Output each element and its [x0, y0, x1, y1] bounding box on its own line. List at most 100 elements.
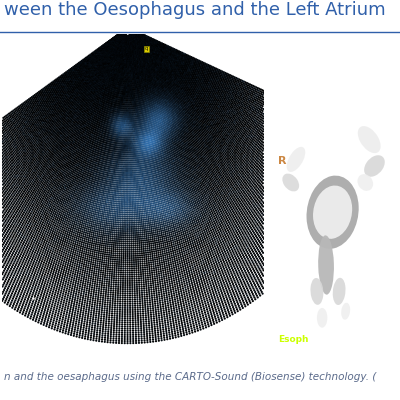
Point: [99, 44, 105, 50]
Point: [214, 216, 221, 222]
Point: [201, 277, 207, 283]
Point: [132, 57, 138, 63]
Point: [130, 38, 136, 44]
Point: [257, 180, 264, 187]
Point: [95, 319, 101, 325]
Point: [3, 246, 9, 253]
Point: [179, 169, 186, 175]
Point: [147, 118, 154, 124]
Point: [248, 100, 254, 107]
Point: [80, 99, 86, 105]
Point: [111, 265, 118, 271]
Point: [178, 318, 185, 324]
Point: [0, 170, 7, 177]
Point: [161, 106, 167, 112]
Point: [190, 255, 196, 262]
Point: [48, 175, 54, 181]
Point: [46, 276, 52, 282]
Point: [99, 78, 105, 84]
Point: [98, 125, 104, 132]
Point: [127, 178, 134, 184]
Point: [144, 187, 150, 193]
Point: [122, 34, 128, 41]
Point: [90, 88, 96, 94]
Point: [5, 210, 11, 216]
Point: [36, 187, 42, 193]
Point: [31, 208, 38, 214]
Point: [128, 64, 134, 70]
Point: [132, 188, 138, 195]
Point: [32, 174, 39, 180]
Point: [170, 301, 176, 307]
Point: [257, 245, 263, 251]
Point: [131, 34, 137, 41]
Point: [233, 133, 239, 140]
Point: [107, 60, 114, 66]
Point: [84, 319, 90, 325]
Point: [204, 243, 211, 250]
Point: [176, 146, 182, 152]
Point: [173, 277, 180, 283]
Point: [7, 274, 13, 281]
Point: [6, 180, 12, 187]
Point: [130, 130, 137, 136]
Point: [125, 120, 132, 126]
Point: [113, 70, 119, 76]
Point: [136, 66, 142, 72]
Point: [84, 68, 91, 74]
Point: [6, 200, 12, 206]
Point: [125, 62, 131, 68]
Point: [37, 264, 43, 270]
Point: [212, 88, 218, 94]
Point: [83, 276, 89, 283]
Point: [105, 53, 112, 60]
Point: [244, 238, 250, 245]
Point: [259, 172, 265, 178]
Point: [123, 52, 129, 58]
Point: [26, 150, 33, 157]
Point: [125, 76, 131, 83]
Point: [150, 313, 157, 320]
Point: [114, 43, 120, 49]
Point: [133, 62, 140, 69]
Point: [25, 174, 32, 181]
Point: [220, 145, 226, 151]
Point: [118, 42, 125, 48]
Point: [93, 237, 100, 243]
Point: [128, 124, 134, 130]
Point: [110, 55, 117, 62]
Point: [85, 65, 91, 72]
Point: [66, 169, 73, 176]
Point: [82, 270, 88, 276]
Point: [81, 218, 88, 225]
Point: [114, 176, 120, 182]
Point: [152, 202, 158, 208]
Point: [123, 60, 129, 66]
Point: [132, 217, 138, 224]
Point: [128, 64, 134, 70]
Point: [35, 106, 41, 112]
Point: [99, 164, 105, 170]
Point: [95, 58, 102, 64]
Point: [136, 200, 142, 207]
Point: [108, 147, 114, 154]
Point: [145, 34, 151, 40]
Point: [129, 33, 136, 40]
Point: [155, 79, 162, 85]
Point: [182, 156, 188, 162]
Point: [149, 108, 156, 115]
Point: [210, 65, 216, 72]
Point: [47, 129, 53, 136]
Point: [96, 83, 102, 90]
Point: [228, 192, 234, 198]
Point: [122, 334, 128, 340]
Point: [136, 36, 143, 43]
Point: [139, 294, 145, 300]
Point: [80, 293, 86, 299]
Point: [189, 282, 196, 288]
Point: [114, 50, 120, 57]
Point: [106, 254, 112, 260]
Point: [194, 92, 200, 98]
Point: [133, 35, 139, 42]
Point: [181, 257, 187, 263]
